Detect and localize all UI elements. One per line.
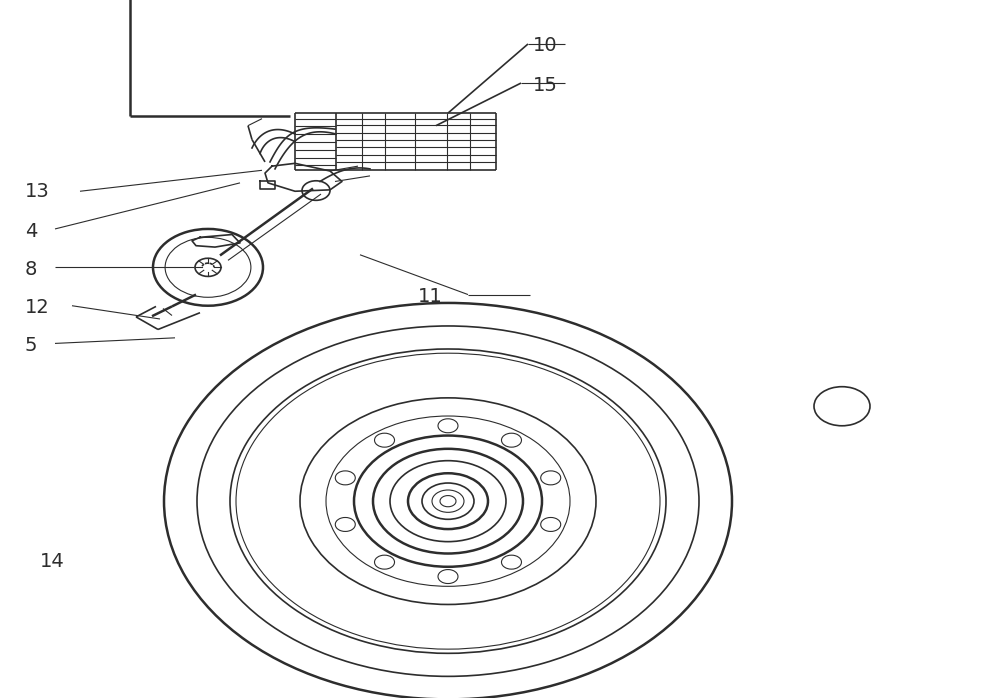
- Text: 11: 11: [418, 287, 443, 306]
- Text: 8: 8: [25, 260, 37, 279]
- Text: 4: 4: [25, 221, 37, 241]
- Text: 14: 14: [40, 552, 65, 572]
- Text: 10: 10: [533, 36, 558, 55]
- Text: 13: 13: [25, 181, 50, 201]
- Text: 5: 5: [25, 336, 38, 355]
- Text: 12: 12: [25, 297, 50, 317]
- Text: 15: 15: [533, 75, 558, 95]
